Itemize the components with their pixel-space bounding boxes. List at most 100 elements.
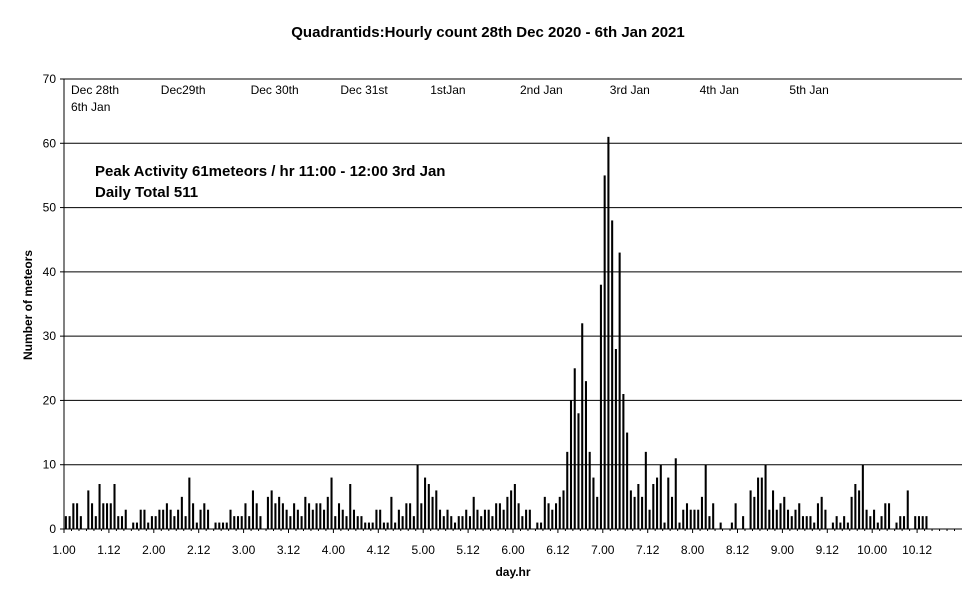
bar <box>794 509 797 529</box>
y-tick-label: 20 <box>43 393 57 407</box>
x-tick-label: 5.00 <box>412 543 436 557</box>
bar <box>700 496 703 529</box>
bar <box>760 477 763 529</box>
bar <box>323 509 326 529</box>
bars <box>64 136 928 530</box>
bar <box>326 496 329 529</box>
bar <box>536 522 539 529</box>
bar <box>491 516 494 529</box>
bar <box>304 496 307 529</box>
bar <box>824 509 827 529</box>
bar <box>809 516 812 529</box>
bar <box>682 509 685 529</box>
bar <box>555 503 558 529</box>
bar <box>207 509 210 529</box>
x-tick-label: 2.12 <box>187 543 211 557</box>
bar <box>285 509 288 529</box>
bar <box>409 503 412 529</box>
bar <box>150 516 153 529</box>
bar <box>356 516 359 529</box>
bar <box>169 509 172 529</box>
bar <box>240 516 243 529</box>
bar <box>525 509 528 529</box>
bar <box>143 509 146 529</box>
bar <box>154 516 157 529</box>
x-tick-label: 10.00 <box>857 543 887 557</box>
bar <box>873 509 876 529</box>
bar <box>569 400 573 529</box>
bar <box>820 496 823 529</box>
bar <box>270 490 273 529</box>
bar <box>349 484 352 529</box>
bar <box>783 496 786 529</box>
bar <box>439 509 442 529</box>
bar <box>341 509 344 529</box>
bar <box>124 509 127 529</box>
bar <box>412 516 415 529</box>
bar <box>390 496 393 529</box>
bar <box>266 496 269 529</box>
bar <box>300 516 303 529</box>
bar <box>558 496 561 529</box>
bar <box>596 496 599 529</box>
y-tick-label: 50 <box>43 201 57 215</box>
bar <box>614 349 617 529</box>
bar <box>566 451 569 529</box>
bar <box>180 496 183 529</box>
bar <box>184 516 187 529</box>
bar <box>120 516 124 529</box>
bar <box>622 394 625 529</box>
bar <box>225 522 228 529</box>
bar <box>667 477 670 529</box>
bar <box>753 496 756 529</box>
bar <box>588 451 591 529</box>
bar <box>697 509 700 529</box>
bar <box>611 220 614 529</box>
bar <box>495 503 498 529</box>
bar <box>117 516 120 529</box>
bar <box>203 503 206 529</box>
bar <box>308 503 311 529</box>
bar <box>540 522 543 529</box>
bar <box>858 490 861 529</box>
bar <box>427 484 430 529</box>
bar <box>685 503 689 529</box>
bar <box>236 516 240 529</box>
x-tick-label: 7.00 <box>591 543 615 557</box>
bar <box>472 496 475 529</box>
y-tick-label: 60 <box>43 136 57 150</box>
bar <box>517 503 520 529</box>
bar <box>674 458 677 529</box>
bar <box>135 522 138 529</box>
x-tick-label: 2.00 <box>142 543 166 557</box>
bar <box>337 503 341 529</box>
bar <box>577 413 580 529</box>
bar <box>109 503 112 529</box>
bar <box>513 484 516 529</box>
bar <box>221 522 225 529</box>
bar <box>663 522 666 529</box>
bar <box>106 503 109 529</box>
bar <box>87 490 90 529</box>
bar <box>846 522 849 529</box>
day-label: 4th Jan <box>700 83 739 97</box>
bar <box>274 503 277 529</box>
bar <box>420 503 423 529</box>
bar <box>547 503 550 529</box>
bar <box>865 509 868 529</box>
bar <box>483 509 486 529</box>
bar <box>914 516 917 529</box>
bar <box>158 509 161 529</box>
day-label: Dec 28th <box>71 83 119 97</box>
day-label: 3rd Jan <box>610 83 650 97</box>
peak-annotation: Peak Activity 61meteors / hr 11:00 - 12:… <box>95 163 445 180</box>
bar <box>899 516 902 529</box>
bar <box>259 516 262 529</box>
bar <box>816 503 819 529</box>
x-tick-label: 5.12 <box>456 543 480 557</box>
bar <box>214 522 217 529</box>
bar <box>592 477 595 529</box>
x-tick-label: 10.12 <box>902 543 932 557</box>
bar <box>289 516 292 529</box>
daily-total-annotation: Daily Total 511 <box>95 184 198 201</box>
